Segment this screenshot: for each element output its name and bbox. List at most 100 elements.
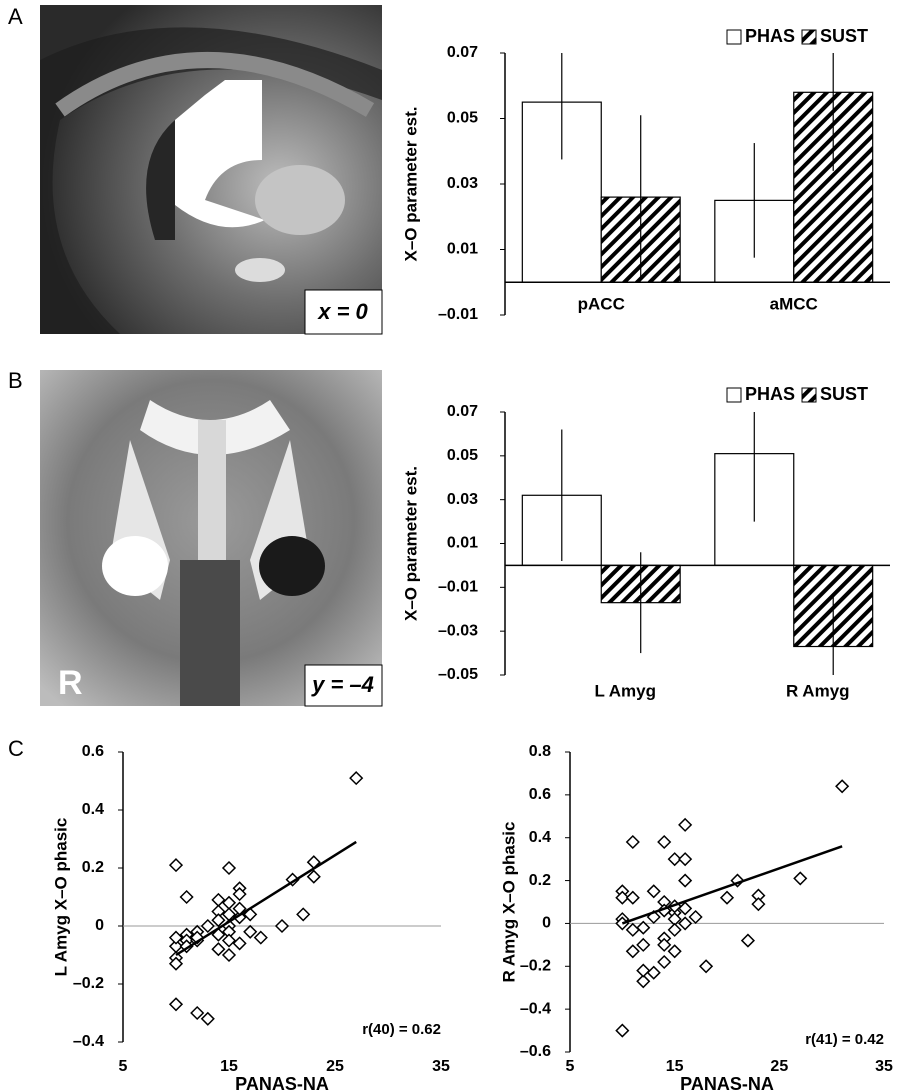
x-tick-label: 5 bbox=[119, 1058, 128, 1075]
y-axis-label: X–O parameter est. bbox=[401, 107, 420, 262]
y-tick-label: 0.03 bbox=[447, 175, 478, 192]
point bbox=[223, 897, 235, 909]
point bbox=[690, 911, 702, 923]
y-axis-label: X–O parameter est. bbox=[401, 466, 420, 621]
x-tick-label: 25 bbox=[770, 1058, 788, 1075]
chart: –0.01 0.01 0.03 0.05 0.07 X–O parameter est. p… bbox=[401, 14, 890, 324]
point bbox=[170, 998, 182, 1010]
point bbox=[223, 935, 235, 947]
point bbox=[637, 965, 649, 977]
point bbox=[181, 891, 193, 903]
point bbox=[669, 924, 681, 936]
brain-image-b: R y = –4 bbox=[40, 370, 382, 706]
point bbox=[648, 885, 660, 897]
point bbox=[191, 1007, 203, 1019]
point bbox=[350, 772, 362, 784]
image-label: y = –4 bbox=[311, 672, 374, 697]
point bbox=[794, 872, 806, 884]
chart: –0.6–0.4–0.200.20.40.60.8R Amyg X–O phas… bbox=[499, 743, 893, 1092]
brain-image-a: x = 0 bbox=[40, 5, 382, 334]
x-tick-label: R Amyg bbox=[786, 681, 850, 700]
x-tick-label: L Amyg bbox=[595, 681, 656, 700]
y-tick-label: 0.07 bbox=[447, 44, 478, 61]
y-tick-label: –0.01 bbox=[438, 306, 478, 323]
point bbox=[212, 943, 224, 955]
legend-label: SUST bbox=[820, 384, 868, 404]
legend-label: SUST bbox=[820, 26, 868, 46]
point bbox=[648, 967, 660, 979]
legend-swatch bbox=[727, 388, 741, 402]
point bbox=[255, 932, 267, 944]
point bbox=[202, 1013, 214, 1025]
image-label: R bbox=[58, 664, 83, 702]
y-tick-label: –0.6 bbox=[520, 1043, 551, 1060]
y-tick-label: 0.2 bbox=[529, 872, 551, 889]
y-tick-label: –0.2 bbox=[73, 975, 104, 992]
y-tick-label: 0.05 bbox=[447, 447, 478, 464]
y-tick-label: 0.05 bbox=[447, 110, 478, 127]
x-tick-label: 15 bbox=[220, 1058, 238, 1075]
y-tick-label: –0.2 bbox=[520, 958, 551, 975]
point bbox=[223, 862, 235, 874]
annotation: r(41) = 0.42 bbox=[805, 1031, 884, 1048]
trend-line bbox=[622, 846, 842, 923]
point bbox=[721, 892, 733, 904]
legend-swatch bbox=[727, 30, 741, 44]
y-tick-label: 0.03 bbox=[447, 491, 478, 508]
x-tick-label: 15 bbox=[666, 1058, 684, 1075]
legend-swatch bbox=[802, 30, 816, 44]
x-tick-label: 35 bbox=[875, 1058, 893, 1075]
x-tick-label: pACC bbox=[578, 294, 625, 313]
point bbox=[836, 780, 848, 792]
y-tick-label: 0.4 bbox=[529, 829, 551, 846]
point bbox=[244, 926, 256, 938]
point bbox=[679, 853, 691, 865]
y-tick-label: 0 bbox=[95, 917, 104, 934]
x-tick-label: 35 bbox=[432, 1058, 450, 1075]
y-tick-label: 0.01 bbox=[447, 535, 478, 552]
y-tick-label: 0.8 bbox=[529, 743, 551, 760]
point bbox=[627, 945, 639, 957]
point bbox=[700, 960, 712, 972]
panel-label: B bbox=[8, 368, 23, 393]
point bbox=[170, 859, 182, 871]
chart: –0.05 –0.03 –0.01 0.01 0.03 0.05 0.07 X–O param… bbox=[401, 384, 890, 701]
x-tick-label: 25 bbox=[326, 1058, 344, 1075]
y-tick-label: –0.01 bbox=[438, 579, 478, 596]
point bbox=[627, 836, 639, 848]
point bbox=[669, 945, 681, 957]
point bbox=[297, 908, 309, 920]
x-tick-label: aMCC bbox=[770, 294, 818, 313]
point bbox=[679, 875, 691, 887]
point bbox=[658, 836, 670, 848]
y-tick-label: –0.05 bbox=[438, 666, 478, 683]
point bbox=[616, 1025, 628, 1037]
point bbox=[202, 920, 214, 932]
x-axis-label: PANAS-NA bbox=[680, 1074, 774, 1092]
legend-swatch bbox=[802, 388, 816, 402]
point bbox=[742, 935, 754, 947]
y-axis-label: L Amyg X–O phasic bbox=[51, 818, 70, 977]
panel-label: C bbox=[8, 736, 24, 761]
point bbox=[627, 892, 639, 904]
panel-label: A bbox=[8, 4, 23, 29]
point bbox=[658, 956, 670, 968]
point bbox=[637, 939, 649, 951]
y-tick-label: 0.4 bbox=[82, 801, 104, 818]
y-tick-label: –0.4 bbox=[520, 1000, 551, 1017]
y-tick-label: 0.6 bbox=[529, 786, 551, 803]
legend-label: PHAS bbox=[745, 384, 795, 404]
y-tick-label: 0.07 bbox=[447, 403, 478, 420]
y-tick-label: –0.03 bbox=[438, 622, 478, 639]
x-axis-label: PANAS-NA bbox=[235, 1074, 329, 1092]
point bbox=[752, 898, 764, 910]
legend-label: PHAS bbox=[745, 26, 795, 46]
x-tick-label: 5 bbox=[566, 1058, 575, 1075]
y-tick-label: 0.6 bbox=[82, 743, 104, 760]
figure: A B C x = 0 R y = –4 –0.01 0.01 0.03 0.05 0.… bbox=[0, 0, 899, 1092]
point bbox=[627, 924, 639, 936]
point bbox=[212, 894, 224, 906]
point bbox=[223, 949, 235, 961]
y-tick-label: 0.01 bbox=[447, 241, 478, 258]
